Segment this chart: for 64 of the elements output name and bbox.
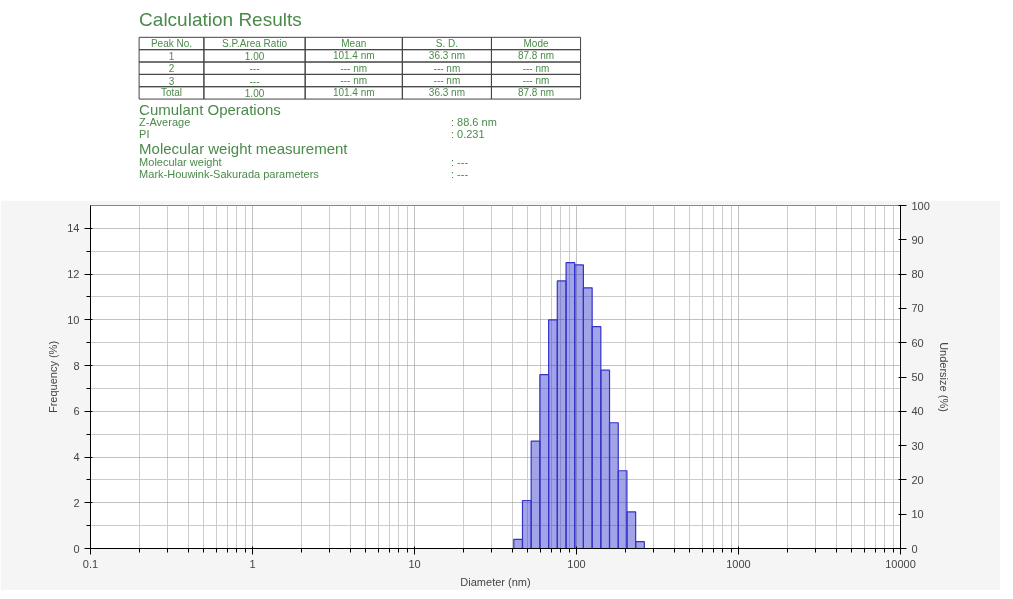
y2-tick-label: 80 [911,268,924,281]
y2-axis-title: Undersize (%) [937,342,950,412]
text: --- nm [340,62,368,74]
text: Total [160,87,183,99]
x-axis-title: Diameter (nm) [460,575,531,588]
text: 101.4 nm [332,87,375,99]
text: 2 [168,63,175,75]
x-tick-label: 0.1 [82,557,99,570]
text: : --- [450,155,469,168]
text: Cumulant Operations [139,100,281,118]
text: 36.3 nm [428,50,465,62]
x-tick-label: 1 [249,557,256,570]
y2-tick-label: 50 [911,371,924,383]
y2-tick-label: 40 [911,405,924,418]
text: --- nm [433,62,461,74]
y-tick-label: 2 [73,496,80,509]
text: --- nm [433,75,461,87]
y2-tick-label: 90 [911,233,924,246]
text: 87.8 nm [517,50,555,62]
y2-tick-label: 20 [911,473,924,486]
text: Z-Average [139,115,191,128]
text: Molecular weight [139,155,222,168]
text: 1 [168,50,175,62]
x-tick-label: 1000 [726,557,751,570]
y-tick-label: 14 [67,222,80,235]
text: --- [249,63,260,75]
text: 36.3 nm [428,87,465,99]
x-tick-label: 10 [408,557,421,570]
text: S. D. [435,38,459,49]
text: --- [249,75,260,87]
text: --- nm [340,75,368,87]
text: : 0.231 [450,128,485,141]
text: 3 [168,75,175,87]
y2-tick-label: 30 [911,439,924,452]
y-tick-label: 12 [67,268,80,281]
y2-tick-label: 0 [911,542,918,555]
x-tick-label: 100 [567,557,586,570]
text: 1.00 [244,87,265,99]
y2-tick-label: 10 [911,508,924,521]
text: 1.00 [244,50,265,62]
y-tick-label: 0 [73,542,80,555]
text: 101.4 nm [332,50,375,62]
text: 87.8 nm [517,87,555,99]
y-axis-title: Frequency (%) [47,340,60,414]
text: Mean [341,38,367,49]
y-tick-label: 4 [73,451,80,464]
text: Mode [523,38,549,49]
text: PI [139,128,150,141]
text: : --- [450,167,469,180]
y2-tick-label: 70 [911,302,924,315]
text: --- nm [522,75,550,87]
text: Calculation Results [139,9,302,31]
text: Peak No. [150,38,193,49]
y-tick-label: 8 [73,359,80,372]
y-tick-label: 10 [67,313,80,326]
y2-tick-label: 100 [911,199,930,212]
y-tick-label: 6 [73,405,80,418]
text: : 88.6 nm [450,115,497,128]
text: Mark-Houwink-Sakurada parameters [139,167,320,180]
text: S.P.Area Ratio [222,38,288,49]
text: --- nm [522,62,550,74]
y2-tick-label: 60 [911,336,924,349]
x-tick-label: 10000 [885,557,916,570]
text: Molecular weight measurement [139,140,349,158]
